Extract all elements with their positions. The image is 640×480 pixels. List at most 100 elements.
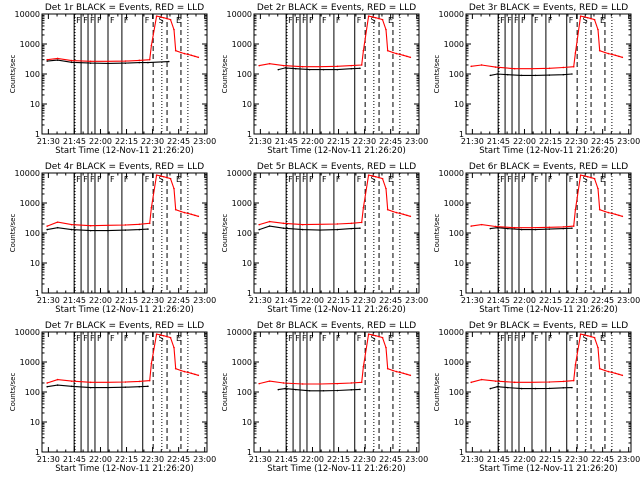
marker-label: F — [110, 175, 115, 184]
y-tick-label: 1000 — [20, 358, 40, 367]
series-point-red — [611, 371, 613, 374]
series-point-red — [531, 67, 533, 70]
series-point-black — [70, 228, 73, 231]
y-tick-label: 10 — [242, 418, 252, 427]
y-tick-label: 10 — [454, 418, 464, 427]
series-point-red — [614, 54, 617, 57]
marker-label: F — [500, 334, 505, 343]
x-tick-label: 22:30 — [353, 455, 376, 464]
series-point-red — [531, 381, 533, 384]
x-axis-label: Start Time (12-Nov-11 21:26:20) — [479, 305, 618, 315]
marker-label: F — [500, 16, 505, 25]
y-tick-label: 10000 — [15, 169, 40, 178]
series-point-red — [187, 212, 189, 215]
series-point-red — [586, 334, 589, 337]
x-tick-label: 22:30 — [353, 296, 376, 305]
x-tick-label: 22:15 — [115, 137, 138, 146]
series-point-red — [374, 334, 377, 337]
x-tick-label: 23:00 — [617, 137, 640, 146]
series-point-red — [385, 187, 387, 190]
series-point-black — [534, 228, 537, 231]
series-point-red — [197, 374, 200, 377]
series-line-red — [471, 174, 623, 229]
x-tick-label: 22:30 — [141, 296, 164, 305]
x-tick-label: 22:15 — [539, 137, 562, 146]
x-axis-label: Start Time (12-Nov-11 21:26:20) — [479, 146, 618, 156]
series-point-black — [46, 228, 49, 231]
series-point-black — [89, 229, 92, 232]
series-point-black — [147, 228, 149, 230]
series-point-black — [548, 228, 551, 230]
chart-title: Det 9r BLACK = Events, RED = LLD — [469, 321, 628, 331]
series-point-red — [574, 208, 577, 211]
series-point-black — [489, 227, 492, 230]
x-tick-label: 21:45 — [275, 137, 298, 146]
x-tick-label: 22:30 — [565, 296, 588, 305]
marker-label: F — [90, 16, 95, 25]
series-line-red — [471, 15, 623, 70]
marker-label: F — [548, 334, 553, 343]
marker-label: E — [388, 16, 393, 25]
marker-label: F — [124, 334, 129, 343]
series-point-red — [548, 67, 551, 70]
series-point-red — [162, 334, 165, 337]
series-point-red — [107, 224, 109, 227]
marker-label: F — [336, 16, 341, 25]
series-point-red — [350, 64, 353, 67]
x-tick-label: 22:45 — [379, 137, 402, 146]
series-point-red — [611, 53, 613, 56]
series-point-red — [150, 362, 153, 365]
series-point-red — [409, 56, 412, 59]
series-point-red — [362, 206, 365, 209]
chart-panel-1: Det 1r BLACK = Events, RED = LLD 1 10 100 10… — [9, 3, 216, 156]
marker-label: F — [569, 16, 574, 25]
series-point-black — [107, 386, 109, 389]
marker-label: F — [124, 16, 129, 25]
series-point-red — [268, 62, 271, 65]
marker-label: F — [110, 16, 115, 25]
y-tick-label: 100 — [25, 229, 40, 238]
series-line-red — [259, 15, 411, 68]
marker-label: S — [583, 175, 588, 184]
series-point-black — [359, 227, 361, 229]
marker-label: F — [521, 175, 526, 184]
y-tick-label: 1 — [247, 130, 252, 139]
x-tick-label: 22:15 — [327, 296, 350, 305]
series-point-red — [597, 346, 599, 349]
marker-label: F — [90, 175, 95, 184]
series-point-red — [371, 334, 373, 336]
series-point-red — [597, 187, 599, 190]
series-point-red — [579, 174, 582, 176]
series-point-red — [319, 65, 321, 68]
plot-frame — [253, 172, 420, 294]
x-tick-label: 21:45 — [63, 137, 86, 146]
marker-label: F — [507, 334, 512, 343]
series-point-red — [301, 65, 304, 68]
y-tick-label: 100 — [25, 388, 40, 397]
y-tick-label: 1 — [35, 289, 40, 298]
y-tick-label: 1000 — [232, 358, 252, 367]
series-point-red — [70, 59, 73, 62]
marker-label: F — [357, 334, 362, 343]
series-point-black — [336, 228, 339, 231]
marker-label: F — [514, 334, 519, 343]
x-tick-label: 23:00 — [617, 296, 640, 305]
series-point-red — [360, 381, 363, 384]
x-tick-label: 21:30 — [461, 296, 484, 305]
marker-label: F — [110, 334, 115, 343]
y-tick-label: 10 — [242, 100, 252, 109]
series-point-red — [590, 17, 592, 20]
y-tick-label: 10000 — [227, 10, 252, 19]
series-point-black — [56, 226, 59, 229]
marker-label: E — [600, 334, 605, 343]
series-point-red — [513, 226, 516, 229]
series-point-red — [604, 210, 606, 213]
y-tick-label: 1 — [35, 448, 40, 457]
marker-label: F — [76, 175, 81, 184]
series-point-red — [301, 383, 304, 385]
x-tick-label: 22:15 — [327, 137, 350, 146]
y-tick-label: 10 — [30, 418, 40, 427]
series-point-black — [107, 229, 109, 232]
chart-panel-7: Det 7r BLACK = Events, RED = LLD 1 10 100 10… — [9, 321, 216, 474]
series-point-black — [359, 67, 361, 70]
